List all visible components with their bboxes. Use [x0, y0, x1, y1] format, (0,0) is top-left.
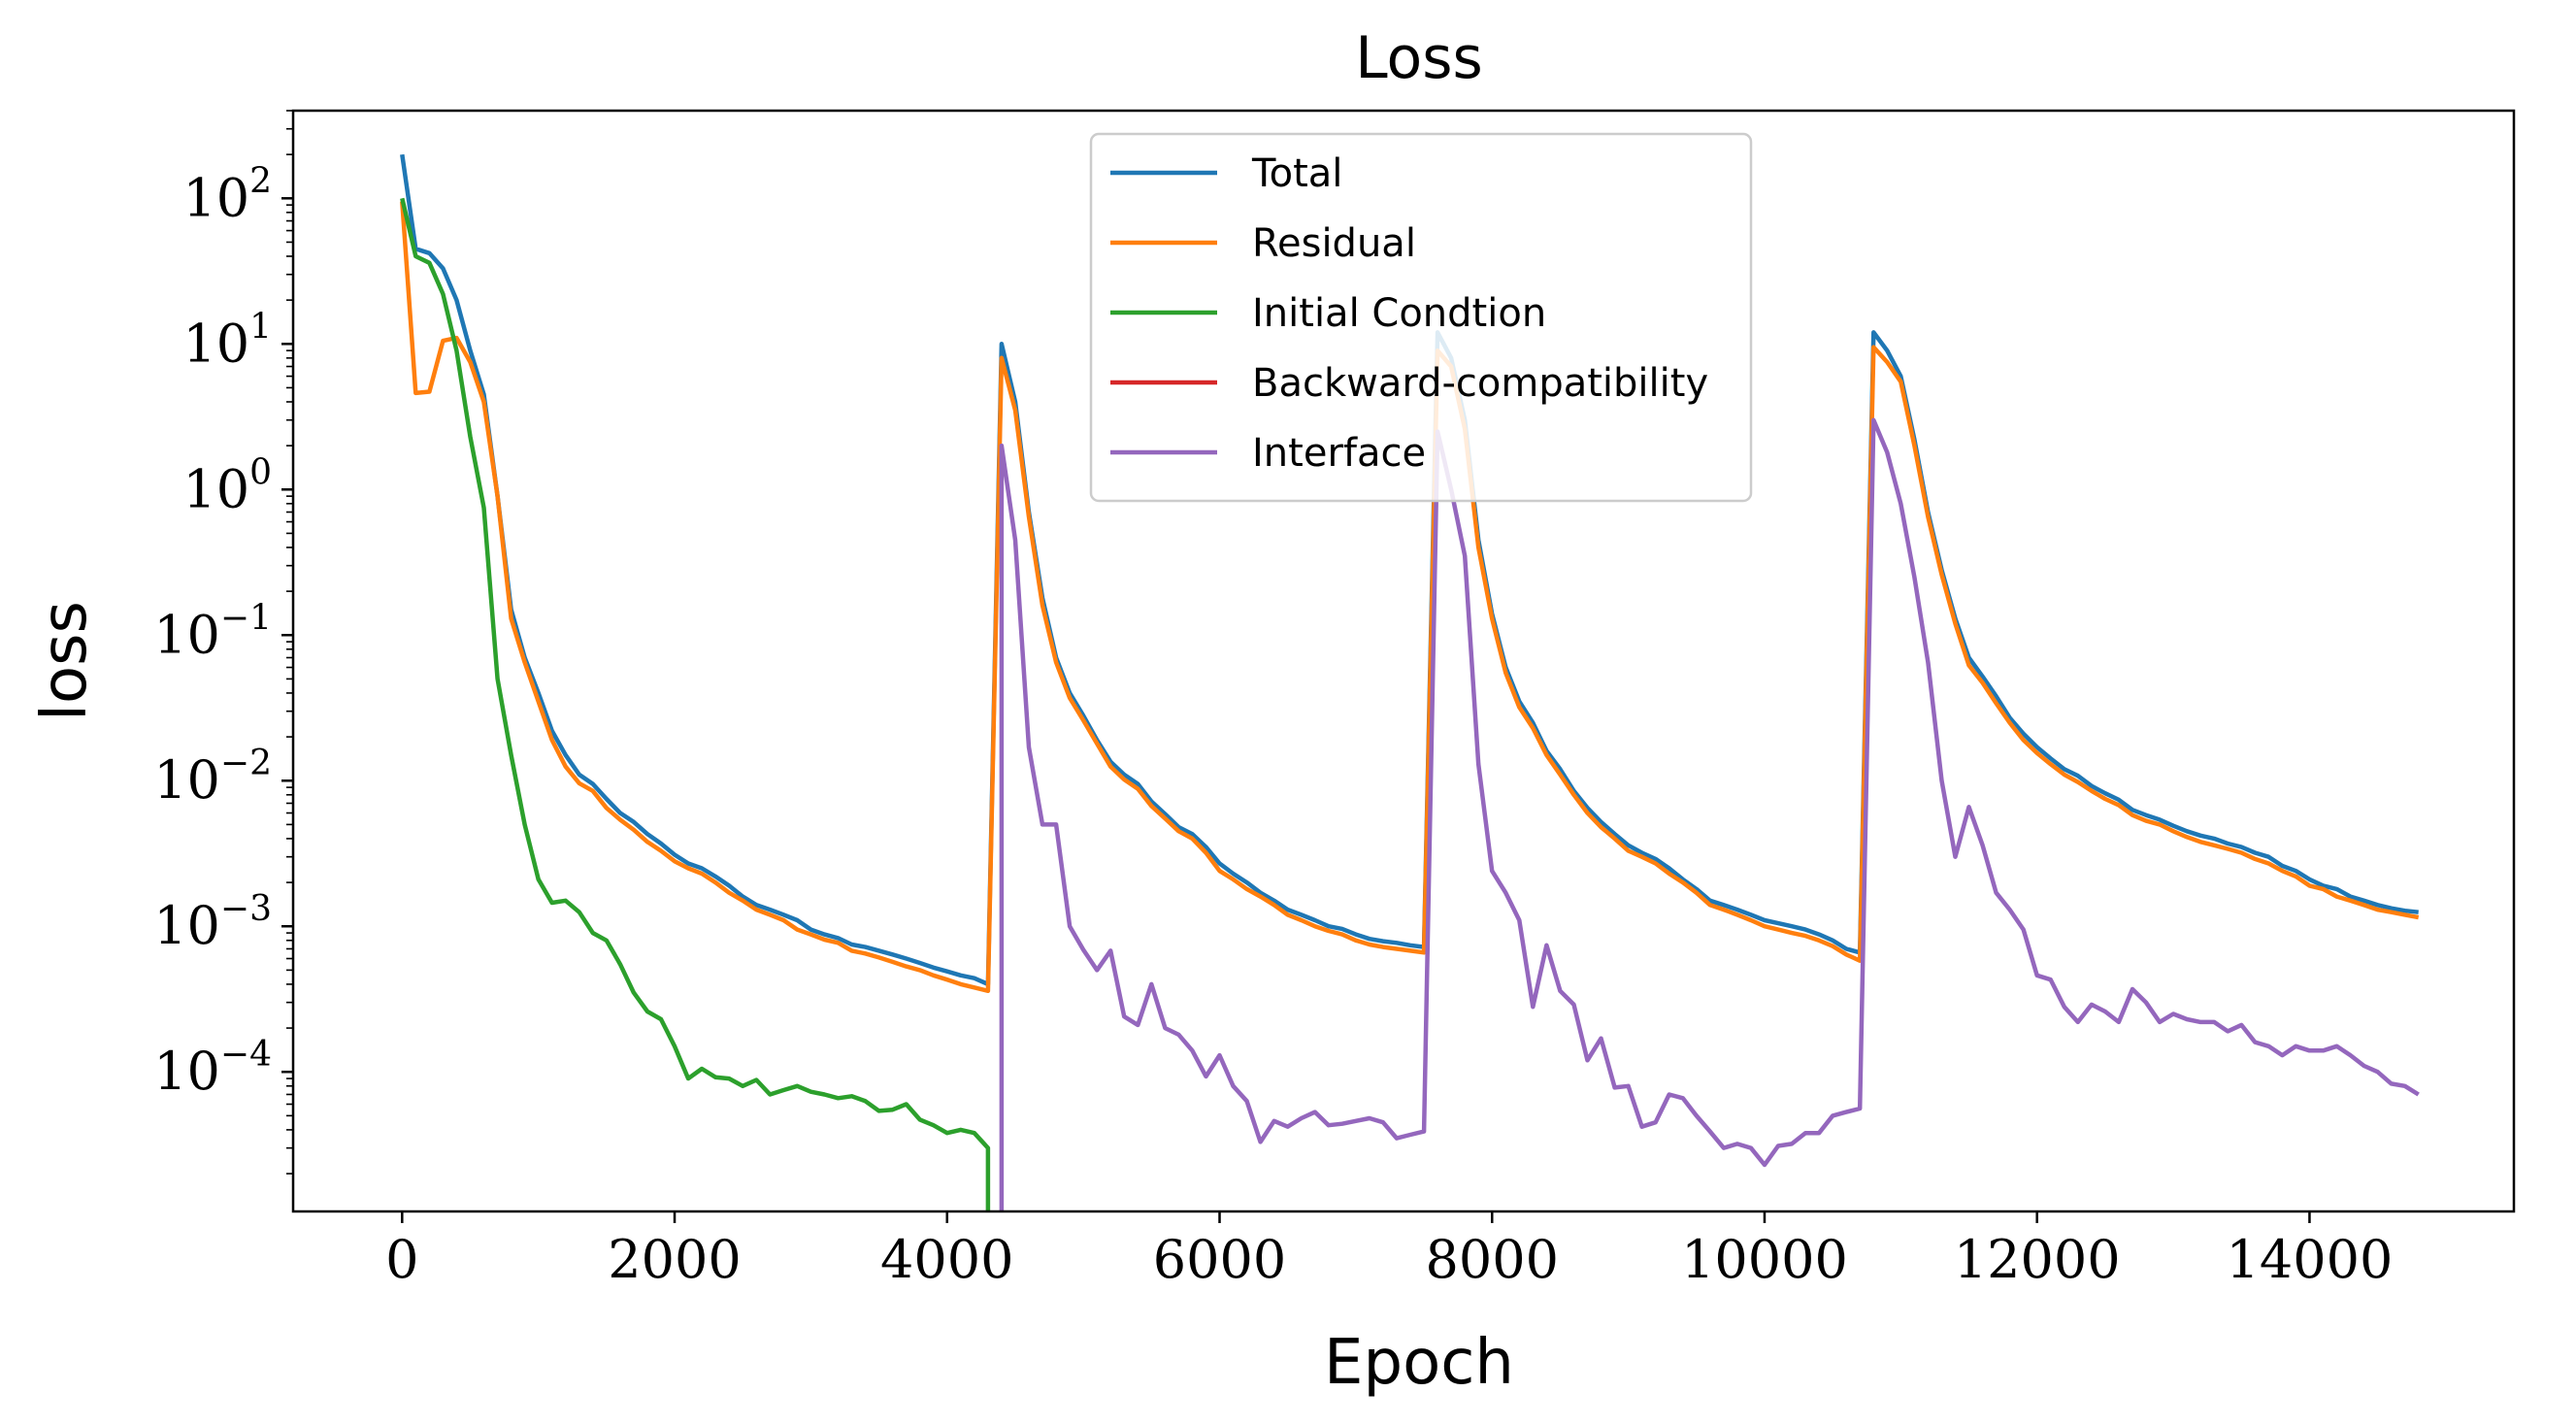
x-tick-label-5: 10000 — [1681, 1229, 1848, 1290]
legend: Total Residual Initial Condtion Backward-co… — [1089, 132, 1753, 503]
legend-label-1: Residual — [1252, 221, 1416, 266]
x-tick-label-4: 8000 — [1426, 1229, 1559, 1290]
x-tick-label-2: 4000 — [880, 1229, 1013, 1290]
legend-box — [1089, 132, 1753, 503]
y-tick-label-3: 10−1 — [153, 598, 272, 665]
x-tick-label-6: 12000 — [1954, 1229, 2121, 1290]
x-axis-label: Epoch — [1324, 1327, 1514, 1399]
legend-label-2: Initial Condtion — [1252, 291, 1546, 336]
y-tick-label-0: 102 — [182, 161, 272, 228]
y-axis-label: loss — [29, 601, 101, 721]
series-line-4 — [999, 417, 2420, 1211]
x-tick-label-7: 14000 — [2227, 1229, 2394, 1290]
plot-frame — [291, 109, 2516, 1213]
legend-label-3: Backward-compatibility — [1252, 361, 1708, 406]
x-tick-label-1: 2000 — [608, 1229, 741, 1290]
legend-label-0: Total — [1251, 151, 1342, 196]
y-tick-label-6: 10−4 — [153, 1035, 272, 1102]
x-tick-label-3: 6000 — [1153, 1229, 1286, 1290]
y-tick-label-4: 10−2 — [153, 744, 272, 811]
y-tick-label-5: 10−3 — [153, 889, 272, 956]
series-line-2 — [400, 197, 991, 1211]
x-axis: 0 2000 4000 6000 8000 10000 12000 14000 — [385, 1211, 2393, 1290]
legend-label-4: Interface — [1252, 431, 1426, 476]
series-line-0 — [400, 153, 2419, 987]
y-axis: 102 101 100 10−1 10−2 10−3 10−4 — [153, 110, 293, 1175]
chart-title: Loss — [1355, 24, 1483, 92]
series-line-1 — [400, 201, 2420, 994]
y-tick-label-1: 101 — [182, 307, 272, 374]
x-tick-label-0: 0 — [385, 1229, 418, 1290]
y-tick-label-2: 100 — [182, 452, 272, 519]
series-layer — [400, 153, 2420, 1211]
